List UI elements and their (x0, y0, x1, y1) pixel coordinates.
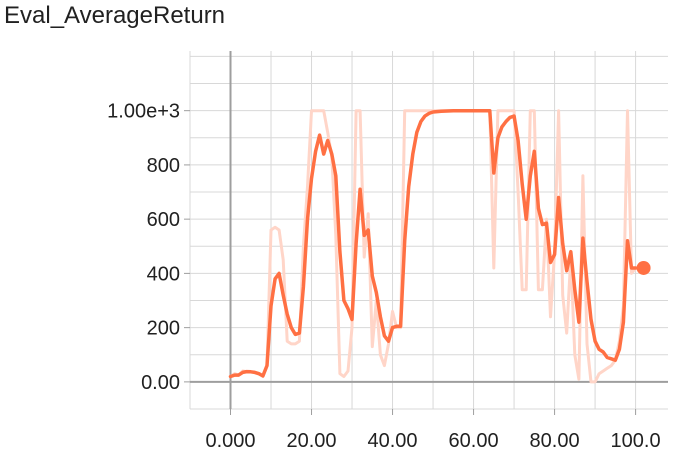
y-tick-label: 0.00 (141, 372, 180, 394)
x-tick-label: 80.00 (530, 430, 580, 452)
x-tick-label: 0.000 (205, 430, 255, 452)
x-tick-label: 60.00 (449, 430, 499, 452)
y-tick-label: 400 (147, 263, 180, 285)
raw-series (229, 109, 638, 384)
smoothed-series (228, 108, 651, 379)
tick-labels: 0.00 200 400 600 800 1.00e+3 0.000 20.00 40.00 60… (107, 101, 660, 452)
y-tick-label: 600 (147, 209, 180, 231)
y-tick-label: 200 (147, 318, 180, 340)
raw-series-line (229, 109, 638, 384)
y-tick-label: 800 (147, 155, 180, 177)
x-tick-label: 20.00 (286, 430, 336, 452)
smoothed-series-line (228, 108, 638, 379)
x-tick-label: 100.0 (611, 430, 661, 452)
y-tick-label: 1.00e+3 (107, 101, 180, 123)
axes (184, 51, 668, 415)
x-tick-label: 40.00 (368, 430, 418, 452)
grid-lines (189, 51, 668, 410)
chart-title: Eval_AverageReturn (4, 2, 226, 29)
last-point-marker (636, 260, 651, 275)
